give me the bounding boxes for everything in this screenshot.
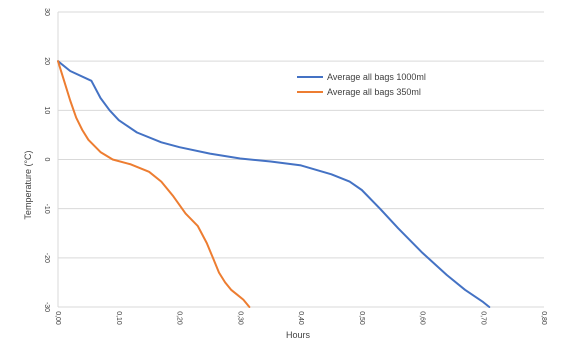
x-tick-label: 0,80 [540,311,547,325]
legend-label: Average all bags 1000ml [327,72,426,82]
x-tick-label: 0,20 [176,311,183,325]
x-tick-label: 0,10 [115,311,122,325]
series-lines [57,60,491,308]
legend-label: Average all bags 350ml [327,87,421,97]
y-tick-label: -10 [43,204,50,214]
y-tick-label: 20 [43,57,50,65]
grid [57,11,544,308]
y-tick-label: 0 [43,158,50,162]
y-tick-label: -20 [43,253,50,263]
x-tick-labels: 0,00 0,10 0,20 0,30 0,40 0,50 0,60 0,70 0,80 [54,311,547,325]
y-tick-label: -30 [43,302,50,312]
series-line-1 [57,60,251,308]
x-tick-label: 0,70 [479,311,486,325]
legend: Average all bags 1000ml Average all bags … [297,72,426,97]
x-tick-label: 0,00 [54,311,61,325]
y-axis-label: Temperature (°C) [23,150,33,219]
y-tick-labels: 30 20 10 0 -10 -20 -30 [43,8,50,312]
x-tick-label: 0,60 [419,311,426,325]
x-tick-label: 0,40 [297,311,304,325]
series-line-0 [57,60,491,308]
x-tick-label: 0,30 [236,311,243,325]
y-tick-label: 10 [43,106,50,114]
x-tick-label: 0,50 [358,311,365,325]
x-axis-label: Hours [286,330,311,340]
y-tick-label: 30 [43,8,50,16]
